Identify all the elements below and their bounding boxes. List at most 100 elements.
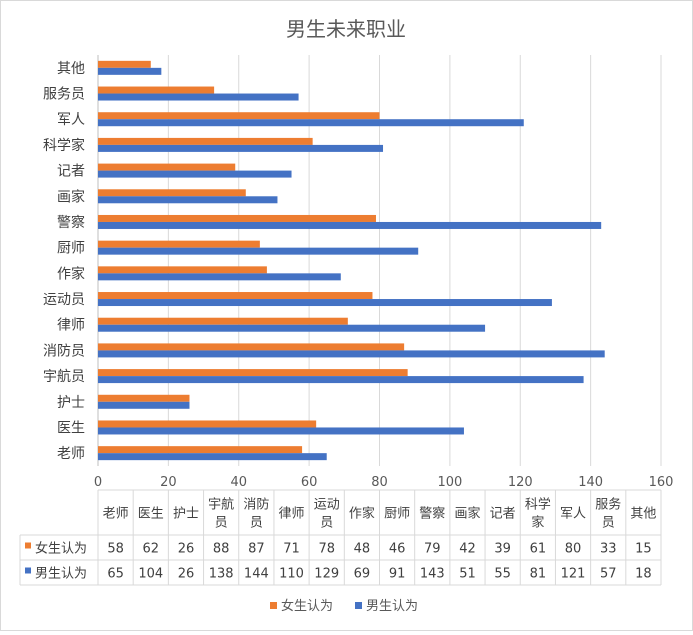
bar-boys	[98, 401, 190, 409]
y-category-label: 老师	[57, 446, 85, 462]
x-tick-label: 80	[371, 475, 388, 490]
bar-girls	[98, 86, 215, 94]
table-data-label: 15	[635, 542, 652, 557]
bar-boys	[98, 144, 384, 152]
bar-girls	[98, 137, 313, 145]
table-header-cell: 老师	[103, 507, 129, 522]
table-header-cell: 记者	[490, 507, 516, 522]
y-category-label: 医生	[57, 420, 85, 436]
table-data-label: 87	[248, 542, 265, 557]
legend-label: 男生认为	[366, 599, 418, 614]
bar-girls	[98, 240, 260, 248]
x-tick-label: 20	[160, 475, 177, 490]
table-data-label: 26	[178, 542, 195, 557]
y-category-labels: 老师 医生 护士 宇航员 消防员 律师 运动员 作家 厨师 警察 画家 记者 科学家 军人 服务员 其他	[43, 61, 85, 462]
table-header-cell: 厨师	[384, 507, 410, 522]
bar-boys	[98, 324, 486, 332]
y-category-label: 警察	[57, 214, 85, 231]
bar-boys	[98, 453, 327, 461]
table-data-label: 51	[459, 567, 476, 582]
bar-girls	[98, 394, 190, 402]
y-category-label: 宇航员	[43, 369, 85, 385]
y-category-label: 律师	[57, 318, 85, 334]
table-header-cell: 军人	[560, 507, 586, 522]
y-category-label: 军人	[57, 112, 85, 128]
bar-girls	[98, 189, 246, 197]
table-data-label: 91	[389, 567, 406, 582]
table-data-label: 39	[494, 542, 511, 557]
table-data-label: 69	[354, 567, 371, 582]
table-data-label: 79	[424, 542, 441, 557]
table-data-label: 33	[600, 542, 617, 557]
bar-girls	[98, 214, 376, 222]
bar-girls	[98, 266, 267, 274]
table-legend-key	[25, 567, 31, 574]
table-data-label: 81	[530, 567, 547, 582]
bar-boys	[98, 427, 464, 435]
table-data-label: 110	[279, 567, 304, 582]
table-data-label: 42	[459, 542, 476, 557]
table-data-label: 18	[635, 567, 652, 582]
table-data-label: 61	[530, 542, 547, 557]
table-header-cell: 运动员	[314, 498, 340, 531]
table-data-label: 144	[244, 567, 269, 582]
table-data-label: 55	[494, 567, 511, 582]
table-header-cell: 律师	[279, 507, 305, 522]
table-legend-key	[25, 542, 31, 549]
table-header-cell: 护士	[173, 507, 199, 522]
x-tick-label: 60	[301, 475, 318, 490]
bar-girls	[98, 317, 348, 325]
bar-girls	[98, 292, 373, 300]
table-data-label: 143	[420, 567, 445, 582]
bar-girls	[98, 163, 236, 171]
table-header-cell: 画家	[454, 506, 480, 522]
bars-layer	[98, 60, 605, 461]
bar-boys	[98, 170, 292, 178]
bar-girls	[98, 343, 405, 351]
x-tick-label: 40	[230, 475, 247, 490]
x-tick-label: 0	[94, 475, 102, 490]
table-data-label: 78	[318, 542, 335, 557]
table-data-label: 46	[389, 542, 406, 557]
table-header-cell: 科学家	[525, 497, 551, 531]
bar-girls	[98, 446, 303, 454]
x-tick-label: 140	[578, 475, 603, 490]
table-header-cell: 消防员	[243, 497, 269, 531]
bar-boys	[98, 273, 341, 281]
bar-boys	[98, 221, 602, 229]
bar-boys	[98, 350, 605, 358]
y-category-label: 消防员	[43, 343, 85, 359]
y-category-label: 服务员	[43, 87, 85, 103]
bar-girls	[98, 420, 317, 428]
table-data-label: 138	[209, 567, 234, 582]
y-category-label: 作家	[57, 265, 85, 282]
table-data-label: 26	[178, 567, 195, 582]
table-row-label: 女生认为	[35, 541, 87, 557]
table-data-label: 129	[314, 567, 339, 582]
table-data-label: 48	[354, 542, 371, 557]
legend-key	[270, 602, 277, 609]
y-category-label: 厨师	[57, 241, 85, 257]
chart-title: 男生未来职业	[286, 17, 406, 41]
table-data-label: 71	[283, 542, 300, 557]
y-category-label: 运动员	[43, 292, 85, 308]
bar-girls	[98, 112, 380, 120]
table-header-cell: 警察	[419, 506, 445, 522]
table-data-label: 65	[107, 567, 124, 582]
bar-boys	[98, 93, 299, 101]
y-category-label: 画家	[57, 188, 85, 205]
x-tick-label: 120	[508, 475, 533, 490]
bar-girls	[98, 369, 408, 377]
table-data-label: 58	[107, 542, 124, 557]
table-header-cell: 宇航员	[208, 497, 234, 531]
bar-boys	[98, 299, 552, 307]
bar-girls	[98, 60, 151, 68]
bar-boys	[98, 247, 419, 255]
table-data-label: 57	[600, 567, 617, 582]
table-header-cell: 医生	[138, 507, 164, 522]
x-tick-label: 100	[437, 475, 462, 490]
table-data-label: 104	[138, 567, 163, 582]
